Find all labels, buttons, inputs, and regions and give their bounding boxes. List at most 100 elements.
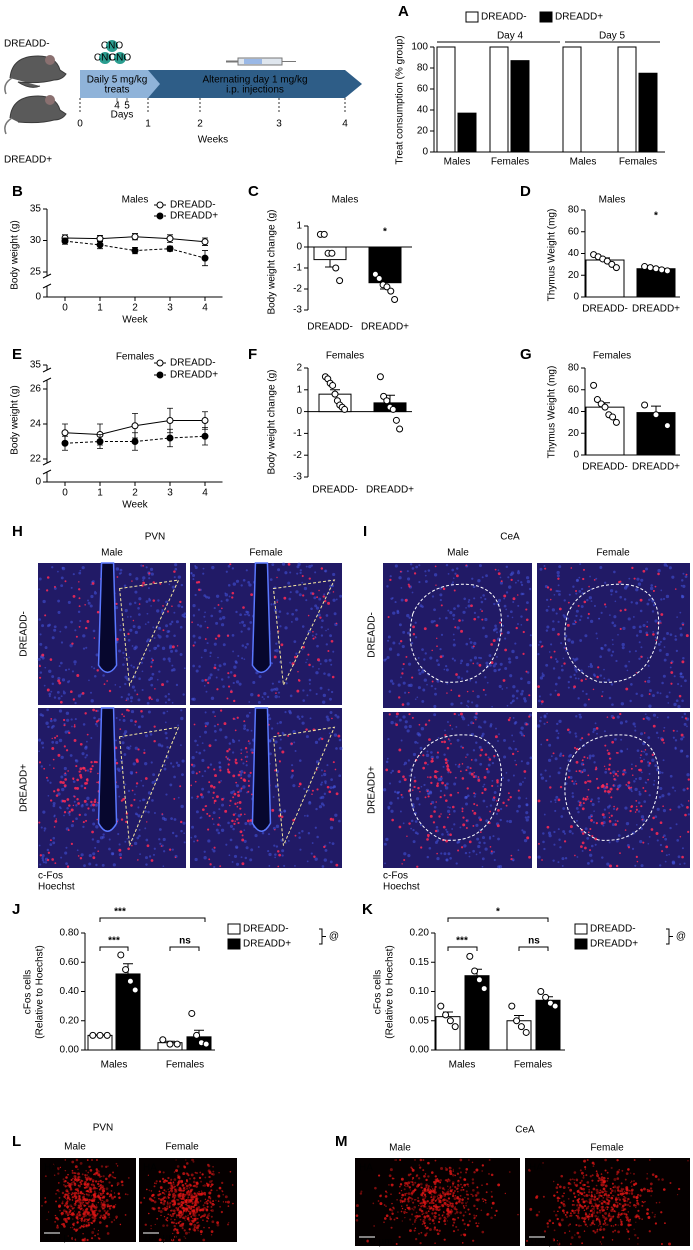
nucleus bbox=[268, 865, 270, 867]
ha-signal bbox=[446, 1200, 448, 1202]
nucleus bbox=[590, 620, 593, 623]
chart-title: Females bbox=[593, 351, 631, 362]
nucleus bbox=[147, 702, 150, 705]
nucleus bbox=[529, 644, 532, 647]
nucleus bbox=[653, 784, 655, 786]
ventricle bbox=[252, 708, 270, 831]
cfos-cell bbox=[172, 645, 175, 648]
nucleus bbox=[604, 730, 606, 732]
nucleus bbox=[93, 667, 95, 669]
nucleus bbox=[282, 562, 285, 565]
nucleus bbox=[680, 738, 683, 741]
cfos-cell bbox=[557, 633, 560, 636]
nucleus bbox=[204, 649, 207, 652]
nucleus bbox=[643, 800, 646, 803]
ha-signal bbox=[94, 1198, 96, 1200]
cfos-cell bbox=[245, 756, 246, 757]
nucleus bbox=[194, 594, 196, 596]
column-label: Male bbox=[101, 548, 123, 559]
ha-signal bbox=[171, 1215, 173, 1217]
cfos-cell bbox=[458, 695, 460, 697]
nucleus bbox=[506, 591, 508, 593]
cfos-cell bbox=[250, 772, 252, 774]
cfos-cell bbox=[490, 643, 493, 646]
cfos-cell bbox=[435, 801, 437, 803]
nucleus bbox=[149, 650, 151, 652]
cfos-cell bbox=[319, 616, 321, 618]
column-label: Female bbox=[596, 548, 630, 559]
nucleus bbox=[290, 695, 293, 698]
nucleus bbox=[65, 669, 67, 671]
nucleus bbox=[407, 729, 410, 732]
ha-signal bbox=[448, 1189, 449, 1190]
ha-signal bbox=[436, 1199, 438, 1201]
cfos-cell bbox=[209, 863, 211, 865]
nucleus bbox=[225, 844, 227, 846]
nucleus bbox=[230, 825, 233, 828]
ha-signal bbox=[404, 1217, 405, 1218]
nucleus bbox=[439, 648, 441, 650]
ha-signal bbox=[485, 1202, 487, 1204]
nucleus bbox=[289, 571, 291, 573]
cfos-cell bbox=[163, 629, 165, 631]
nucleus bbox=[555, 658, 557, 660]
cfos-cell bbox=[636, 806, 638, 808]
nucleus bbox=[676, 616, 678, 618]
ha-signal bbox=[445, 1179, 447, 1181]
nucleus bbox=[336, 715, 339, 718]
nucleus bbox=[451, 569, 454, 572]
nucleus bbox=[51, 741, 54, 744]
nucleus bbox=[93, 630, 96, 633]
ha-signal bbox=[72, 1218, 73, 1219]
cfos-cell bbox=[134, 720, 136, 722]
nucleus bbox=[446, 564, 448, 566]
ha-signal bbox=[419, 1215, 421, 1217]
cfos-cell bbox=[663, 742, 665, 744]
ha-signal bbox=[422, 1159, 424, 1161]
nucleus bbox=[198, 665, 201, 668]
nucleus bbox=[589, 576, 591, 578]
nucleus bbox=[215, 739, 217, 741]
nucleus bbox=[546, 713, 548, 715]
cfos-cell bbox=[467, 787, 469, 789]
nucleus bbox=[53, 629, 56, 632]
nucleus bbox=[271, 563, 274, 566]
ha-signal bbox=[203, 1207, 206, 1210]
nucleus bbox=[636, 824, 638, 826]
ha-signal bbox=[447, 1204, 449, 1206]
cfos-cell bbox=[681, 856, 684, 859]
nucleus bbox=[558, 839, 560, 841]
nucleus bbox=[498, 733, 500, 735]
nucleus bbox=[203, 568, 205, 570]
nucleus bbox=[150, 568, 153, 571]
nucleus bbox=[471, 701, 473, 703]
nucleus bbox=[146, 566, 148, 568]
nucleus bbox=[596, 632, 598, 634]
nucleus bbox=[617, 634, 619, 636]
nucleus bbox=[454, 659, 456, 661]
data-point bbox=[642, 264, 648, 270]
nucleus bbox=[92, 852, 95, 855]
cfos-cell bbox=[663, 730, 665, 732]
nucleus bbox=[602, 824, 604, 826]
ha-signal bbox=[87, 1194, 90, 1197]
significance-bracket bbox=[448, 947, 477, 951]
nucleus bbox=[72, 670, 74, 672]
data-point bbox=[452, 1024, 458, 1030]
cfos-cell bbox=[213, 768, 215, 770]
cfos-cell bbox=[433, 821, 435, 823]
nucleus bbox=[270, 578, 273, 581]
ha-signal bbox=[61, 1202, 63, 1204]
nucleus bbox=[309, 679, 312, 682]
legend-swatch bbox=[540, 12, 552, 22]
cfos-cell bbox=[586, 796, 588, 798]
ha-signal bbox=[418, 1177, 420, 1179]
ha-signal bbox=[174, 1219, 176, 1221]
nucleus bbox=[321, 775, 323, 777]
nucleus bbox=[204, 731, 207, 734]
nucleus bbox=[544, 565, 546, 567]
nucleus bbox=[163, 838, 166, 841]
cfos-cell bbox=[97, 850, 99, 852]
ha-signal bbox=[207, 1206, 209, 1208]
ha-signal bbox=[65, 1198, 66, 1199]
